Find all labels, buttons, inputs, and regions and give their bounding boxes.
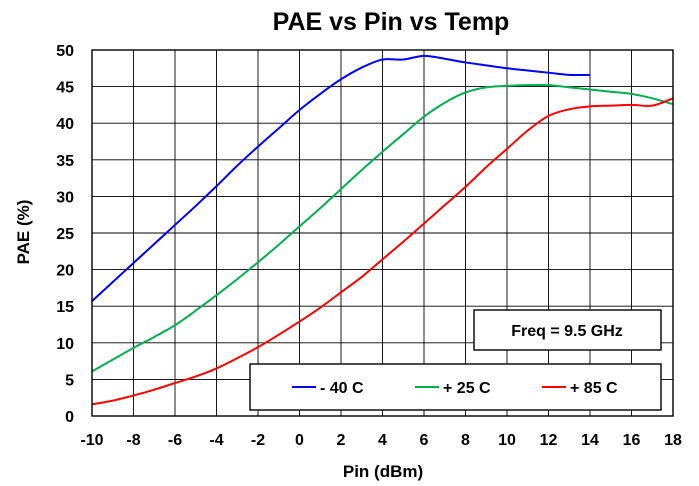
x-tick-label: 8 — [461, 432, 470, 449]
y-axis-title: PAE (%) — [14, 200, 33, 265]
legend-label-2: + 25 C — [443, 380, 491, 397]
x-tick-label: -8 — [126, 432, 140, 449]
x-axis-title: Pin (dBm) — [343, 462, 423, 481]
y-tick-label: 0 — [65, 409, 74, 426]
chart-title: PAE vs Pin vs Temp — [273, 8, 510, 36]
y-tick-label: 15 — [56, 299, 74, 316]
y-tick-label: 35 — [56, 153, 74, 170]
x-tick-label: 12 — [540, 432, 558, 449]
x-tick-label: 16 — [623, 432, 641, 449]
x-tick-label: 0 — [295, 432, 304, 449]
legend-label-1: - 40 C — [320, 380, 364, 397]
series-layer — [91, 54, 674, 406]
y-tick-label: 30 — [56, 189, 74, 206]
y-tick-label: 25 — [56, 226, 74, 243]
plot-frame — [91, 49, 674, 417]
series-line-1 — [91, 54, 591, 302]
legend: - 40 C + 25 C + 85 C — [249, 363, 662, 411]
x-tick-label: -4 — [209, 432, 223, 449]
annotation-text: Freq = 9.5 GHz — [511, 323, 623, 340]
grid-lines — [91, 49, 674, 417]
series-line-3 — [91, 97, 674, 406]
x-tick-label: -6 — [168, 432, 182, 449]
x-tick-label: 10 — [498, 432, 516, 449]
x-tick-label: 14 — [581, 432, 599, 449]
x-tick-label: 6 — [420, 432, 429, 449]
x-tick-label: 4 — [378, 432, 387, 449]
x-tick-labels: -10 -8 -6 -4 -2 0 2 4 6 8 10 12 14 16 18 — [80, 432, 682, 449]
y-tick-label: 50 — [56, 43, 74, 60]
y-tick-label: 10 — [56, 336, 74, 353]
series-line-2 — [91, 83, 674, 373]
legend-box — [249, 363, 662, 411]
y-tick-label: 45 — [56, 80, 74, 97]
x-tick-label: 18 — [664, 432, 682, 449]
y-tick-label: 40 — [56, 116, 74, 133]
x-tick-label: -10 — [80, 432, 103, 449]
legend-label-3: + 85 C — [570, 380, 618, 397]
y-tick-labels: 0 5 10 15 20 25 30 35 40 45 50 — [56, 43, 74, 426]
x-tick-label: -2 — [251, 432, 265, 449]
annotation-box — [473, 309, 662, 351]
y-tick-label: 20 — [56, 263, 74, 280]
frequency-annotation: Freq = 9.5 GHz — [473, 309, 662, 351]
y-tick-label: 5 — [65, 372, 74, 389]
x-tick-label: 2 — [337, 432, 346, 449]
